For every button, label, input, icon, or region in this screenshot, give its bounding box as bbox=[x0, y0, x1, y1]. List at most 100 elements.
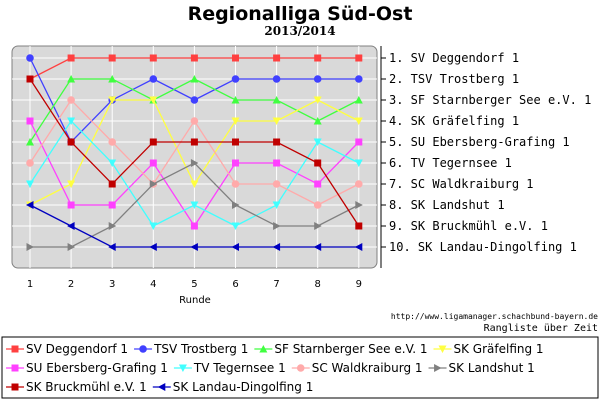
legend-marker bbox=[178, 364, 187, 372]
ranking-item: 7. SC Waldkraiburg 1 bbox=[389, 177, 534, 191]
data-point-sk-landau-dingolfing-1 bbox=[272, 243, 281, 251]
data-point-sk-landshut-1 bbox=[149, 180, 158, 188]
series-sv-deggendorf-1 bbox=[26, 54, 363, 83]
ranking-item: 3. SF Starnberger See e.V. 1 bbox=[389, 93, 591, 107]
data-point-sk-landau-dingolfing-1 bbox=[231, 243, 239, 251]
data-point-sc-waldkraiburg-1 bbox=[190, 117, 199, 125]
data-point-sk-landshut-1 bbox=[67, 243, 76, 251]
data-point-sf-starnberger-see-e-v-1 bbox=[108, 75, 117, 83]
data-point-sk-landshut-1 bbox=[108, 222, 117, 230]
ranking-item: 6. TV Tegernsee 1 bbox=[389, 156, 512, 170]
legend-item-tsv-trostberg-1: TSV Trostberg 1 bbox=[134, 342, 248, 356]
data-point-sf-starnberger-see-e-v-1 bbox=[26, 138, 34, 146]
legend-label: SF Starnberger See e.V. 1 bbox=[274, 342, 427, 356]
ranking-item: 5. SU Ebersberg-Grafing 1 bbox=[389, 135, 570, 149]
data-point-sf-starnberger-see-e-v-1 bbox=[313, 117, 322, 125]
data-point-tsv-trostberg-1 bbox=[190, 96, 199, 104]
data-point-sk-bruckmuhl-e-v-1 bbox=[108, 180, 116, 188]
data-point-su-ebersberg-grafing-1 bbox=[190, 222, 198, 230]
legend-item-su-ebersberg-grafing-1: SU Ebersberg-Grafing 1 bbox=[6, 361, 168, 375]
chart-title: Regionalliga Süd-Ost bbox=[188, 3, 413, 25]
data-point-sk-landshut-1 bbox=[314, 222, 322, 230]
legend-marker bbox=[11, 364, 19, 372]
x-tick-label: 3 bbox=[109, 279, 115, 290]
data-point-su-ebersberg-grafing-1 bbox=[26, 117, 34, 125]
data-point-sv-deggendorf-1 bbox=[190, 54, 198, 62]
legend-label: SV Deggendorf 1 bbox=[26, 342, 128, 356]
data-point-sk-grafelfing-1 bbox=[108, 96, 117, 104]
data-point-sk-landshut-1 bbox=[190, 159, 199, 167]
legend-marker bbox=[139, 345, 147, 353]
data-point-tv-tegernsee-1 bbox=[231, 222, 240, 230]
data-point-sf-starnberger-see-e-v-1 bbox=[67, 75, 76, 83]
x-tick-label: 4 bbox=[150, 279, 156, 290]
legend-label: SK Gräfelfing 1 bbox=[454, 342, 544, 356]
x-tick-label: 9 bbox=[356, 279, 362, 290]
legend-item-sk-landshut-1: SK Landshut 1 bbox=[428, 361, 535, 375]
data-point-sk-grafelfing-1 bbox=[67, 180, 76, 188]
data-point-tv-tegernsee-1 bbox=[354, 159, 363, 167]
data-point-sk-grafelfing-1 bbox=[190, 180, 199, 188]
data-point-sc-waldkraiburg-1 bbox=[67, 96, 75, 104]
data-point-tsv-trostberg-1 bbox=[231, 75, 240, 83]
legend-item-sf-starnberger-see-e-v-1: SF Starnberger See e.V. 1 bbox=[254, 342, 428, 356]
data-point-su-ebersberg-grafing-1 bbox=[232, 159, 239, 167]
data-point-sk-landshut-1 bbox=[273, 222, 281, 230]
chart-caption: Rangliste über Zeit bbox=[484, 323, 598, 334]
x-tick-label: 8 bbox=[315, 279, 321, 290]
data-point-tv-tegernsee-1 bbox=[272, 201, 281, 209]
data-point-sk-bruckmuhl-e-v-1 bbox=[67, 138, 75, 146]
data-point-su-ebersberg-grafing-1 bbox=[67, 201, 75, 209]
data-point-sk-landau-dingolfing-1 bbox=[313, 243, 322, 251]
data-point-sv-deggendorf-1 bbox=[273, 54, 281, 62]
ranking-item: 10. SK Landau-Dingolfing 1 bbox=[389, 240, 577, 254]
data-point-tv-tegernsee-1 bbox=[67, 117, 76, 125]
legend-label: SU Ebersberg-Grafing 1 bbox=[26, 361, 168, 375]
data-point-sf-starnberger-see-e-v-1 bbox=[190, 75, 199, 83]
data-point-sv-deggendorf-1 bbox=[67, 54, 75, 62]
data-point-tv-tegernsee-1 bbox=[149, 222, 158, 230]
data-point-sk-grafelfing-1 bbox=[313, 96, 322, 104]
series-sk-landau-dingolfing-1 bbox=[26, 201, 363, 251]
data-point-sk-bruckmuhl-e-v-1 bbox=[355, 222, 363, 230]
data-point-sk-bruckmuhl-e-v-1 bbox=[26, 75, 34, 83]
data-point-sv-deggendorf-1 bbox=[232, 54, 239, 62]
legend-label: SK Bruckmühl e.V. 1 bbox=[26, 380, 147, 394]
legend-label: SK Landau-Dingolfing 1 bbox=[173, 380, 314, 394]
ranking-item: 8. SK Landshut 1 bbox=[389, 198, 505, 212]
x-tick-label: 6 bbox=[232, 279, 238, 290]
chart-subtitle: 2013/2014 bbox=[264, 24, 335, 38]
data-point-sk-bruckmuhl-e-v-1 bbox=[232, 138, 239, 146]
data-point-su-ebersberg-grafing-1 bbox=[149, 159, 157, 167]
data-point-sf-starnberger-see-e-v-1 bbox=[354, 96, 363, 104]
data-point-sk-grafelfing-1 bbox=[272, 117, 281, 125]
x-tick-label: 7 bbox=[273, 279, 279, 290]
ranking-item: 9. SK Bruckmühl e.V. 1 bbox=[389, 219, 548, 233]
data-point-sk-bruckmuhl-e-v-1 bbox=[190, 138, 198, 146]
data-point-su-ebersberg-grafing-1 bbox=[273, 159, 281, 167]
data-point-sk-landau-dingolfing-1 bbox=[354, 243, 363, 251]
x-axis-label: Runde bbox=[179, 295, 211, 306]
data-point-tv-tegernsee-1 bbox=[313, 138, 322, 146]
data-point-sf-starnberger-see-e-v-1 bbox=[231, 96, 240, 104]
ranking-item: 4. SK Gräfelfing 1 bbox=[389, 114, 519, 128]
legend-marker bbox=[259, 345, 268, 353]
series-sk-bruckmuhl-e-v-1 bbox=[26, 75, 363, 230]
x-tick-label: 1 bbox=[27, 279, 33, 290]
x-tick-label: 2 bbox=[68, 279, 74, 290]
ranking-list: 1. SV Deggendorf 1 2. TSV Trostberg 1 3. S… bbox=[381, 51, 591, 254]
data-point-sk-grafelfing-1 bbox=[354, 117, 363, 125]
series-tv-tegernsee-1 bbox=[26, 117, 363, 230]
data-point-sv-deggendorf-1 bbox=[108, 54, 116, 62]
x-tick-label: 5 bbox=[191, 279, 197, 290]
data-point-sk-landau-dingolfing-1 bbox=[149, 243, 157, 251]
ranking-item: 2. TSV Trostberg 1 bbox=[389, 72, 519, 86]
data-point-sk-grafelfing-1 bbox=[149, 96, 158, 104]
data-point-sk-landau-dingolfing-1 bbox=[26, 201, 34, 209]
data-point-sk-landshut-1 bbox=[26, 243, 34, 251]
data-point-sv-deggendorf-1 bbox=[314, 54, 322, 62]
legend-marker bbox=[157, 383, 166, 391]
legend-item-sk-grafelfing-1: SK Gräfelfing 1 bbox=[433, 342, 544, 356]
legend-item-sv-deggendorf-1: SV Deggendorf 1 bbox=[6, 342, 128, 356]
